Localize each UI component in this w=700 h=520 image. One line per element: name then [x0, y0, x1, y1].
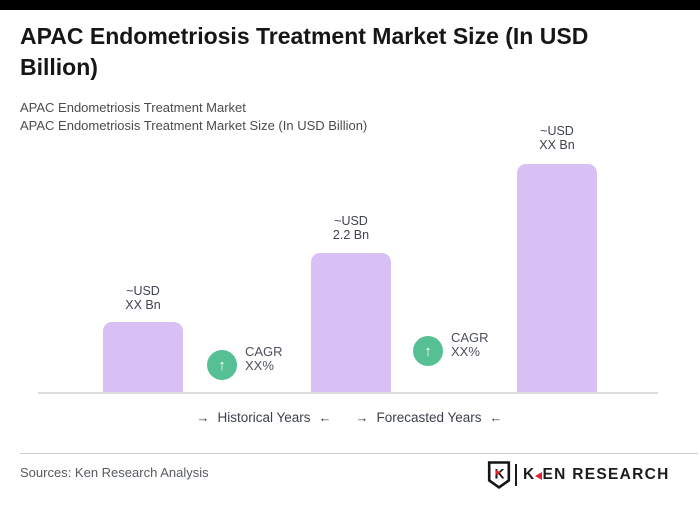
bar-historical-end: [311, 253, 391, 392]
bar-forecast: [517, 164, 597, 392]
sources-note: Sources: Ken Research Analysis: [20, 465, 209, 480]
cagr-label: CAGR XX%: [451, 330, 489, 359]
bar-value-label: ~USD 2.2 Bn: [332, 214, 370, 242]
footer-divider: [20, 453, 698, 454]
cagr-label: CAGR XX%: [245, 344, 283, 373]
subtitle-line-2: APAC Endometriosis Treatment Market Size…: [20, 118, 368, 133]
chart-subtitle: APAC Endometriosis Treatment Market APAC…: [20, 99, 367, 135]
period-label-text: Forecasted Years: [376, 410, 482, 425]
arrow-up-icon: ↑: [218, 356, 226, 374]
logo-wordmark: K EN RESEARCH: [523, 466, 670, 483]
growth-arrow-badge: ↑: [413, 336, 443, 366]
subtitle-line-1: APAC Endometriosis Treatment Market: [20, 100, 246, 115]
ken-research-logo: K K EN RESEARCH: [487, 460, 670, 490]
period-label-text: Historical Years: [217, 410, 311, 425]
logo-separator: [515, 464, 517, 486]
x-axis-line: [38, 392, 658, 394]
arrow-right-icon: →: [355, 410, 369, 425]
growth-arrow-badge: ↑: [207, 350, 237, 380]
arrow-up-icon: ↑: [424, 342, 432, 360]
svg-text:K: K: [495, 465, 505, 481]
bar-value-label: ~USD XX Bn: [125, 284, 161, 312]
arrow-left-icon: ←: [318, 410, 332, 425]
top-accent-bar: [0, 0, 700, 10]
arrow-right-icon: →: [196, 410, 210, 425]
arrow-left-icon: ←: [489, 410, 503, 425]
bar-historical-start: [103, 322, 183, 392]
period-label-forecasted: → Forecasted Years ←: [349, 410, 509, 425]
bar-value-label: ~USD XX Bn: [539, 124, 575, 152]
page-title: APAC Endometriosis Treatment Market Size…: [20, 23, 589, 80]
ken-research-shield-icon: K: [487, 461, 511, 489]
logo-red-triangle-icon: [534, 471, 542, 480]
period-label-historical: → Historical Years ←: [184, 410, 344, 425]
